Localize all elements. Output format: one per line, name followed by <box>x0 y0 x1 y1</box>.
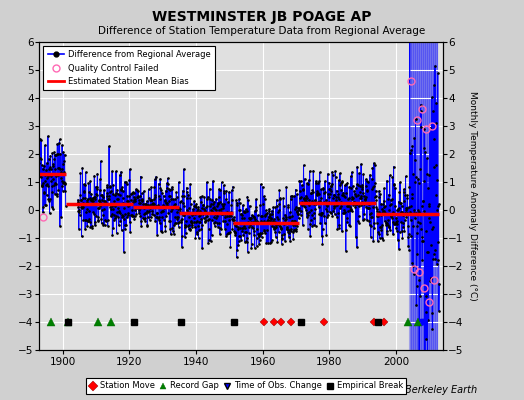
Y-axis label: Monthly Temperature Anomaly Difference (°C): Monthly Temperature Anomaly Difference (… <box>468 91 477 301</box>
Text: Difference of Station Temperature Data from Regional Average: Difference of Station Temperature Data f… <box>99 26 425 36</box>
Legend: Station Move, Record Gap, Time of Obs. Change, Empirical Break: Station Move, Record Gap, Time of Obs. C… <box>86 378 406 394</box>
Text: Berkeley Earth: Berkeley Earth <box>405 385 477 395</box>
Legend: Difference from Regional Average, Quality Control Failed, Estimated Station Mean: Difference from Regional Average, Qualit… <box>43 46 215 90</box>
Text: WESTMINSTER JB POAGE AP: WESTMINSTER JB POAGE AP <box>152 10 372 24</box>
